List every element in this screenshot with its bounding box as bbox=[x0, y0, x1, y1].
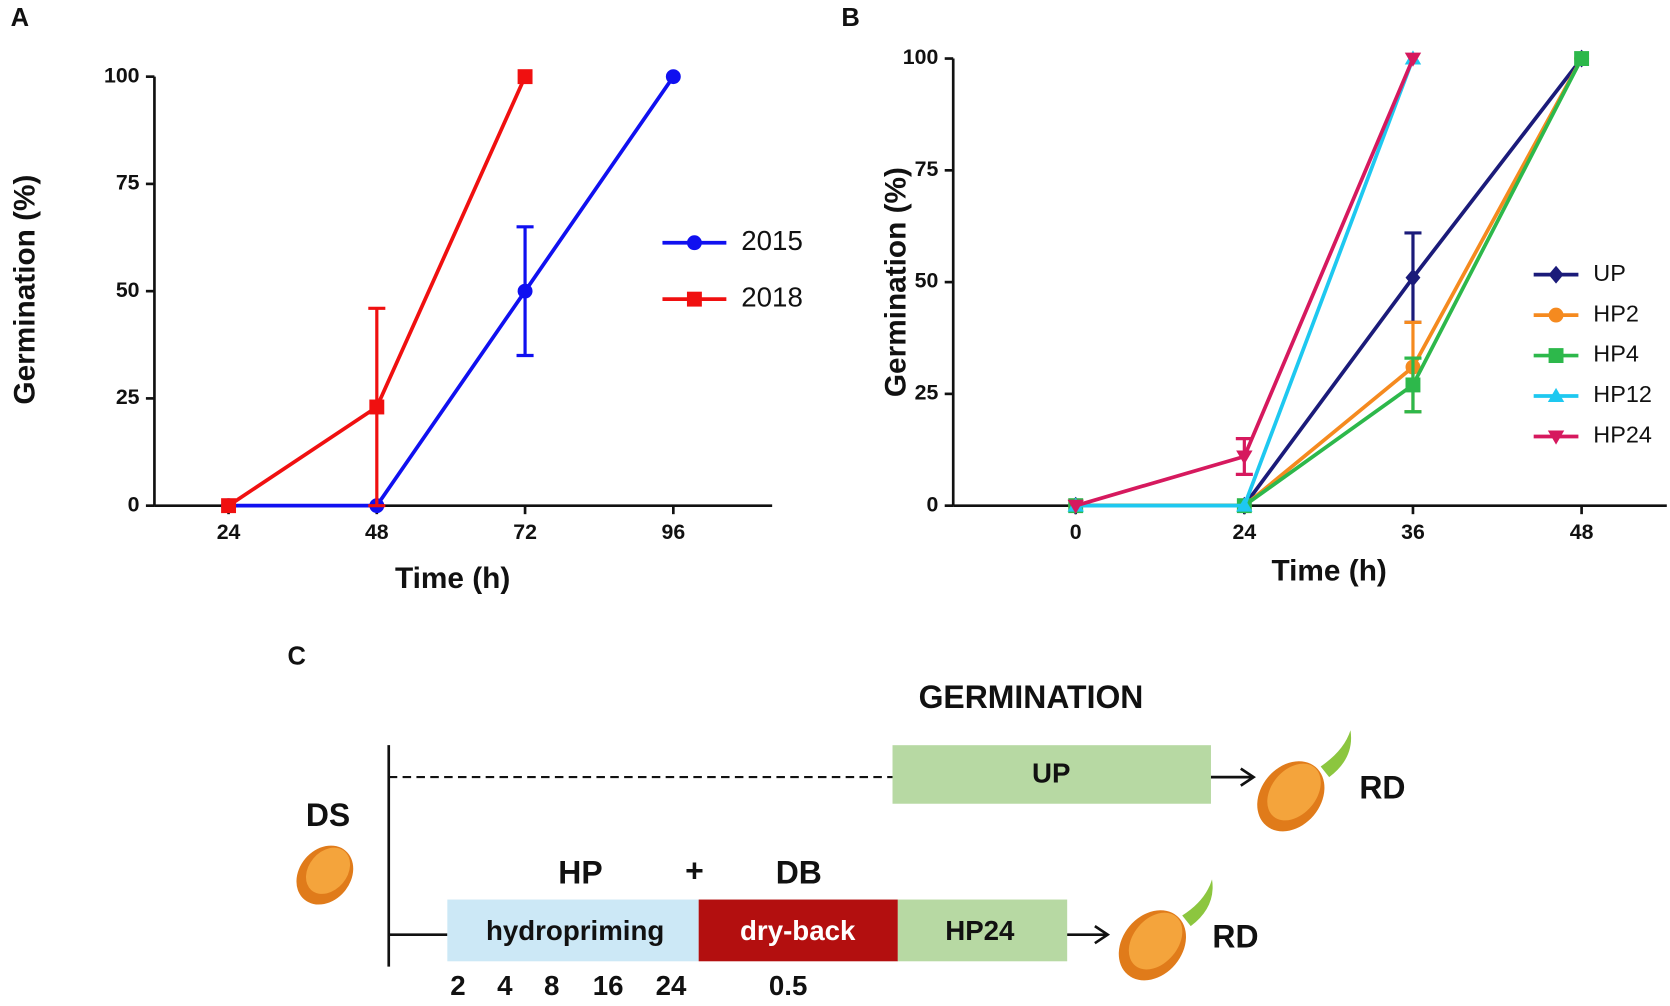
up-box bbox=[892, 745, 1211, 804]
arrow-head bbox=[1240, 767, 1256, 787]
marker bbox=[1405, 377, 1421, 393]
up-box-label: UP bbox=[1032, 757, 1070, 788]
series-line bbox=[228, 75, 675, 508]
y-axis-label: Germination (%) bbox=[880, 167, 913, 397]
y-axis-label: Germination (%) bbox=[8, 175, 41, 405]
y-tick-label: 50 bbox=[116, 278, 140, 302]
dry-back-label: dry-back bbox=[740, 915, 856, 946]
legend-marker bbox=[686, 235, 702, 251]
db-label: DB bbox=[776, 855, 822, 891]
legend-marker bbox=[1548, 348, 1564, 364]
panel-label: B bbox=[841, 4, 859, 32]
x-tick-label: 0 bbox=[1070, 520, 1082, 544]
legend-label: HP4 bbox=[1593, 341, 1639, 367]
x-tick-label: 48 bbox=[1570, 520, 1594, 544]
legend-marker bbox=[1548, 307, 1564, 323]
marker bbox=[1236, 450, 1253, 465]
legend-label: HP24 bbox=[1593, 422, 1652, 448]
time-label: 16 bbox=[593, 970, 624, 1001]
heading: GERMINATION bbox=[919, 679, 1144, 715]
legend-marker bbox=[1548, 265, 1564, 284]
chart: B Germination (%) Time (h) 0 25 50 75 100 0 24 36 4… bbox=[841, 4, 1667, 588]
marker bbox=[1067, 499, 1084, 514]
legend-label: HP12 bbox=[1593, 381, 1652, 407]
time-label: 24 bbox=[656, 970, 687, 1001]
hp24-box bbox=[897, 899, 1068, 962]
x-tick-label: 48 bbox=[365, 520, 389, 544]
marker bbox=[517, 69, 533, 85]
marker bbox=[1236, 497, 1253, 512]
y-tick-label: 75 bbox=[116, 171, 140, 195]
x-tick-label: 24 bbox=[217, 520, 241, 544]
sprouted-seed bbox=[1257, 730, 1352, 832]
time-label: 0.5 bbox=[769, 970, 807, 1001]
y-tick-label: 100 bbox=[903, 45, 939, 69]
marker bbox=[665, 69, 681, 85]
legend-marker bbox=[1547, 387, 1565, 402]
x-tick-label: 36 bbox=[1401, 520, 1425, 544]
hp24-label: HP24 bbox=[945, 915, 1015, 946]
marker bbox=[221, 498, 237, 514]
y-tick-label: 50 bbox=[915, 269, 939, 293]
plus: + bbox=[685, 852, 704, 888]
y-tick-label: 100 bbox=[104, 63, 140, 87]
time-label: 8 bbox=[544, 970, 559, 1001]
diagram: C GERMINATION UP RD DS hydropriming dry-… bbox=[288, 643, 1406, 1002]
dry-seed-label: DS bbox=[306, 797, 350, 833]
chart: A Germination (%) Time (h) 0 25 50 75 100 24 48 72… bbox=[8, 4, 802, 595]
result-label: RD bbox=[1212, 918, 1258, 954]
x-tick-label: 24 bbox=[1232, 520, 1256, 544]
x-tick-label: 72 bbox=[513, 520, 537, 544]
marker bbox=[517, 283, 533, 299]
marker bbox=[1574, 51, 1590, 67]
legend-label: 2018 bbox=[741, 281, 803, 312]
dry-back-box bbox=[698, 899, 898, 962]
sprouted-seed bbox=[1118, 879, 1213, 981]
result-label: RD bbox=[1359, 769, 1405, 805]
x-tick-label: 96 bbox=[661, 520, 685, 544]
dry-seed bbox=[296, 845, 354, 905]
time-label: 4 bbox=[497, 970, 513, 1001]
y-tick-label: 25 bbox=[116, 385, 140, 409]
legend-label: UP bbox=[1593, 260, 1626, 286]
y-tick-label: 25 bbox=[915, 381, 939, 405]
hydropriming-label: hydropriming bbox=[486, 915, 664, 946]
x-axis-label: Time (h) bbox=[395, 562, 510, 595]
time-label: 2 bbox=[450, 970, 465, 1001]
y-tick-label: 75 bbox=[915, 157, 939, 181]
panel-label: C bbox=[288, 643, 306, 671]
marker bbox=[1404, 52, 1422, 67]
legend-label: 2015 bbox=[741, 225, 803, 256]
legend-marker bbox=[1547, 430, 1565, 445]
panel-label: A bbox=[11, 4, 29, 32]
arrow-head bbox=[1094, 925, 1111, 945]
marker bbox=[369, 399, 385, 415]
hydropriming-box bbox=[447, 899, 699, 962]
legend-marker bbox=[686, 291, 702, 307]
y-tick-label: 0 bbox=[926, 492, 938, 516]
y-tick-label: 0 bbox=[128, 492, 140, 516]
x-axis-label: Time (h) bbox=[1271, 555, 1386, 588]
hp-label: HP bbox=[558, 855, 602, 891]
legend-label: HP2 bbox=[1593, 300, 1639, 326]
